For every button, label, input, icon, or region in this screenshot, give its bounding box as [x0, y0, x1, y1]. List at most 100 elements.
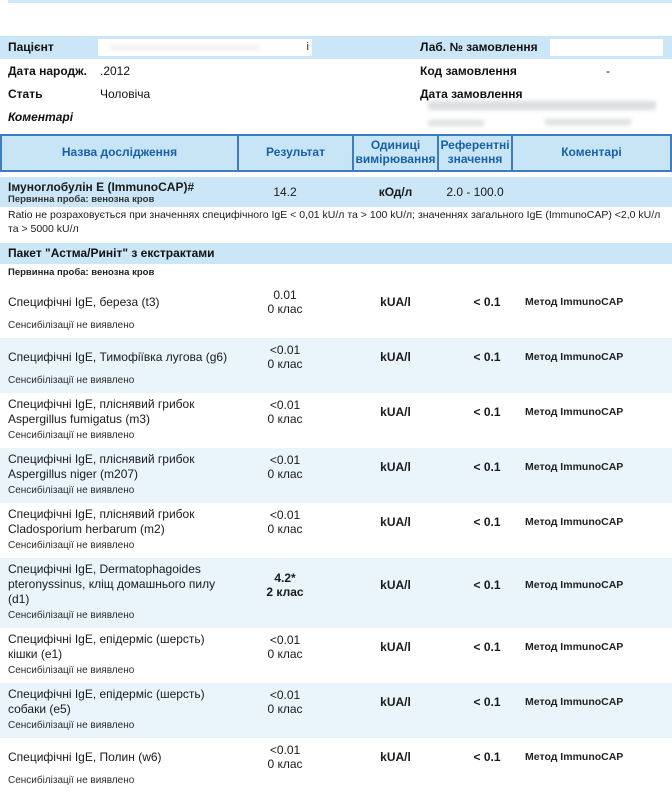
- lab-order-number-label: Лаб. № замовлення: [420, 40, 538, 54]
- test-reference: < 0.1: [473, 750, 501, 764]
- test-method-comment: Метод ImmunoCAP: [525, 351, 624, 363]
- test-method-comment: Метод ImmunoCAP: [525, 696, 624, 708]
- test-row-block: Специфічні IgE, пліснявий грибок Aspergi…: [0, 393, 672, 448]
- redacted-text-smudge: [428, 120, 484, 126]
- test-result: <0.01 0 клас: [227, 508, 343, 536]
- test-units: kUA/l: [380, 295, 411, 309]
- sensitization-note: Сенсибілізації не виявлено: [8, 485, 135, 496]
- column-header: Результат: [237, 136, 352, 170]
- test-method-comment: Метод ImmunoCAP: [525, 516, 624, 528]
- sensitization-note: Сенсибілізації не виявлено: [8, 775, 135, 786]
- test-method-comment: Метод ImmunoCAP: [525, 751, 624, 763]
- birth-date-label: Дата народж.: [8, 64, 87, 78]
- test-method-comment: Метод ImmunoCAP: [525, 296, 624, 308]
- package-section-bar: Пакет "Астма/Риніт" з екстрактами: [0, 243, 672, 264]
- test-reference: < 0.1: [473, 460, 501, 474]
- comments-label: Коментарі: [8, 110, 74, 124]
- test-method-comment: Метод ImmunoCAP: [525, 406, 624, 418]
- birth-date-value: .2012: [100, 64, 131, 78]
- test-reference: < 0.1: [473, 295, 501, 309]
- test-reference: < 0.1: [473, 640, 501, 654]
- test-units: kUA/l: [380, 460, 411, 474]
- sensitization-note: Сенсибілізації не виявлено: [8, 665, 135, 676]
- test-method-comment: Метод ImmunoCAP: [525, 578, 624, 591]
- result-class: 0 клас: [267, 412, 303, 426]
- sensitization-note: Сенсибілізації не виявлено: [8, 720, 135, 731]
- result-class: 0 клас: [267, 757, 303, 771]
- result-value: <0.01: [269, 453, 301, 467]
- test-reference: < 0.1: [473, 405, 501, 419]
- test-name: Специфічні IgE, епідерміс (шерсть) кішки…: [8, 632, 205, 661]
- sensitization-note: Сенсибілізації не виявлено: [8, 375, 135, 386]
- test-units: kUA/l: [380, 695, 411, 709]
- top-accent-strip: [8, 0, 672, 3]
- result-value: <0.01: [269, 398, 301, 412]
- test-row-block: Специфічні IgE, береза (t3) 0.01 0 клас …: [0, 283, 672, 338]
- test-reference: 2.0 - 100.0: [446, 185, 504, 199]
- sex-label: Стать: [8, 87, 43, 101]
- patient-label: Пацієнт: [8, 40, 54, 54]
- sex-value: Чоловіча: [100, 87, 151, 101]
- sensitization-note: Сенсибілізації не виявлено: [8, 540, 135, 551]
- test-row-block: Специфічні IgE, пліснявий грибок Cladosp…: [0, 503, 672, 558]
- result-class: 0 клас: [267, 702, 303, 716]
- test-name: Імуноглобулін E (ImmunoCAP)#: [8, 179, 195, 194]
- test-reference: < 0.1: [473, 350, 501, 364]
- test-row-block: Специфічні IgE, Dermatophagoides pterony…: [0, 558, 672, 628]
- test-result: <0.01 0 клас: [227, 633, 343, 661]
- test-reference: < 0.1: [473, 515, 501, 529]
- test-result: <0.01 0 клас: [227, 688, 343, 716]
- test-units: kUA/l: [380, 750, 411, 764]
- result-value: <0.01: [269, 508, 301, 522]
- test-result: 4.2* 2 клас: [227, 571, 343, 599]
- result-class: 0 клас: [267, 647, 303, 661]
- test-name: Специфічні IgE, Полин (w6): [8, 749, 162, 764]
- results-table-header-row: Назва дослідження Результат Одиниці вимірю…: [0, 134, 672, 172]
- result-value: <0.01: [269, 688, 301, 702]
- result-class: 0 клас: [267, 522, 303, 536]
- sample-type-note: Первинна проба: венозна кров: [8, 267, 155, 278]
- sensitization-note: Сенсибілізації не виявлено: [8, 320, 135, 331]
- total-ige-row: Імуноглобулін E (ImmunoCAP)# Первинна пр…: [0, 177, 672, 207]
- test-name: Специфічні IgE, Dermatophagoides pterony…: [8, 562, 216, 606]
- test-units: kUA/l: [380, 515, 411, 529]
- column-header: Назва дослідження: [61, 145, 178, 160]
- order-code-value: -: [606, 64, 610, 78]
- test-row-block: Специфічні IgE, епідерміс (шерсть) кішки…: [0, 628, 672, 683]
- order-code-label: Код замовлення: [420, 64, 517, 78]
- test-name: Специфічні IgE, епідерміс (шерсть) собак…: [8, 687, 205, 716]
- test-result: <0.01 0 клас: [227, 453, 343, 481]
- order-date-label: Дата замовлення: [420, 87, 523, 101]
- test-reference: < 0.1: [473, 695, 501, 709]
- test-units: kUA/l: [380, 350, 411, 364]
- column-header: Коментарі: [511, 136, 670, 170]
- test-reference: < 0.1: [473, 577, 501, 592]
- test-result: <0.01 0 клас: [227, 398, 343, 426]
- sample-type-note: Первинна проба: венозна кров: [8, 193, 155, 205]
- package-title: Пакет "Астма/Риніт" з екстрактами: [8, 246, 215, 260]
- ratio-disclaimer-note: Ratio не розраховується при значеннях сп…: [8, 209, 661, 235]
- test-units: kUA/l: [380, 577, 411, 592]
- column-header: Референтні значення: [437, 136, 511, 170]
- test-result: <0.01 0 клас: [227, 743, 343, 771]
- result-class: 0 клас: [267, 302, 303, 316]
- test-method-comment: Метод ImmunoCAP: [525, 641, 624, 653]
- test-units: кОд/л: [378, 185, 413, 199]
- test-result: 0.01 0 клас: [227, 288, 343, 316]
- test-name: Специфічні IgE, пліснявий грибок Aspergi…: [8, 397, 195, 426]
- test-units: kUA/l: [380, 640, 411, 654]
- result-value: <0.01: [269, 743, 301, 757]
- column-header: Одиниці вимірювання: [352, 136, 437, 170]
- redacted-order-date-smudge: [428, 101, 656, 110]
- result-value: 0.01: [273, 288, 297, 302]
- patient-name-tail: і: [306, 41, 309, 53]
- result-value: 4.2*: [274, 570, 296, 585]
- test-name: Специфічні IgE, береза (t3): [8, 294, 160, 309]
- test-rows-container: Специфічні IgE, береза (t3) 0.01 0 клас …: [0, 283, 672, 793]
- result-class: 0 клас: [267, 467, 303, 481]
- test-method-comment: Метод ImmunoCAP: [525, 461, 624, 473]
- redacted-text-smudge: [545, 119, 631, 125]
- patient-name-redaction-box: і: [98, 39, 312, 56]
- test-row-block: Специфічні IgE, пліснявий грибок Aspergi…: [0, 448, 672, 503]
